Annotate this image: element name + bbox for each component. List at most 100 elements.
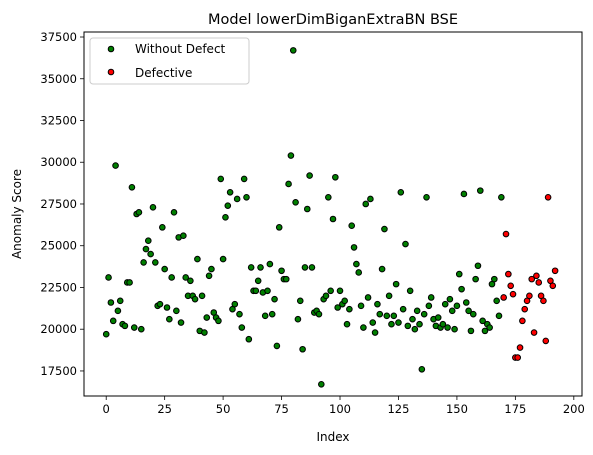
data-point: [126, 279, 133, 286]
x-tick-label: 50: [216, 402, 231, 416]
y-axis: 17500 20000 22500 25000 27500 30000 32500 35000…: [40, 30, 84, 378]
legend-marker-without-defect: [107, 45, 115, 53]
data-point: [404, 322, 412, 330]
data-point: [168, 274, 175, 281]
data-point: [278, 267, 285, 275]
data-point: [215, 317, 222, 325]
data-point: [325, 194, 332, 201]
data-point: [332, 173, 339, 181]
legend: Without Defect Defective: [89, 37, 250, 85]
y-tick-label: 32500: [40, 113, 77, 127]
data-point: [392, 280, 400, 288]
y-tick-label: 30000: [40, 155, 77, 169]
data-point: [254, 277, 262, 285]
data-point: [526, 292, 533, 300]
data-point: [217, 175, 225, 183]
data-point: [451, 325, 458, 333]
data-point: [173, 307, 180, 315]
data-point: [261, 312, 269, 320]
data-point: [243, 194, 250, 201]
data-point: [402, 240, 409, 248]
x-tick-label: 0: [103, 402, 110, 416]
data-point: [519, 317, 526, 325]
data-point: [542, 337, 550, 345]
y-tick-label: 20000: [40, 322, 77, 336]
data-point: [177, 319, 185, 326]
data-point: [411, 325, 419, 333]
data-point: [469, 310, 477, 318]
data-point: [271, 295, 278, 303]
data-point: [481, 327, 489, 335]
data-point: [388, 320, 395, 328]
data-point: [371, 329, 379, 336]
data-point: [170, 209, 178, 216]
data-point: [493, 297, 500, 305]
data-point: [222, 214, 229, 221]
data-point: [549, 282, 557, 290]
data-point: [444, 324, 451, 331]
data-point: [252, 287, 260, 295]
y-tick-label: 37500: [40, 30, 77, 44]
data-point: [453, 302, 461, 310]
data-point: [472, 275, 479, 283]
data-point: [292, 199, 299, 206]
legend-marker-defective: [107, 68, 115, 76]
x-tick-label: 125: [387, 402, 409, 416]
y-tick-label: 25000: [40, 239, 77, 253]
data-point: [294, 315, 302, 323]
data-point: [486, 324, 493, 331]
data-point: [285, 180, 292, 188]
data-point: [245, 335, 253, 343]
data-point: [201, 329, 208, 336]
data-point: [448, 307, 456, 315]
data-point: [362, 200, 370, 208]
y-tick-label: 35000: [40, 72, 77, 86]
x-axis: 0 25 50 75 100 125 150 175 200: [103, 396, 585, 416]
points-layer: [102, 47, 559, 388]
data-point: [147, 250, 154, 258]
y-tick-label: 17500: [40, 364, 77, 378]
data-point: [247, 264, 255, 271]
data-point: [322, 292, 330, 300]
data-point: [343, 320, 351, 328]
legend-label-without-defect: Without Defect: [135, 42, 226, 56]
data-point: [315, 310, 323, 318]
data-point: [182, 274, 190, 281]
x-tick-label: 175: [504, 402, 526, 416]
data-point: [112, 162, 119, 169]
data-point: [495, 312, 503, 320]
plot-frame: [83, 31, 583, 397]
data-point: [439, 320, 447, 328]
plot-area: [83, 31, 583, 397]
data-point: [521, 305, 529, 313]
data-point: [282, 275, 290, 283]
data-point: [180, 232, 187, 240]
data-point: [334, 304, 341, 311]
data-point: [287, 152, 295, 159]
data-point: [268, 310, 276, 318]
data-point: [427, 294, 435, 301]
data-point: [144, 237, 152, 245]
data-point: [149, 204, 157, 211]
data-point: [226, 188, 234, 196]
legend-box: [89, 37, 250, 85]
data-point: [163, 304, 171, 311]
series-defective: [500, 194, 559, 361]
data-point: [500, 294, 507, 301]
data-point: [114, 307, 122, 315]
data-point: [357, 302, 365, 310]
data-point: [107, 299, 115, 306]
data-point: [533, 272, 540, 280]
data-point: [135, 209, 143, 216]
data-point: [336, 287, 344, 295]
data-point: [301, 264, 309, 271]
data-point: [240, 175, 248, 183]
data-point: [329, 215, 337, 223]
data-point: [159, 224, 166, 231]
data-point: [296, 297, 304, 305]
data-point: [502, 230, 510, 238]
data-point: [530, 329, 538, 336]
data-point: [266, 260, 274, 268]
x-tick-label: 100: [329, 402, 351, 416]
data-point: [327, 287, 334, 295]
